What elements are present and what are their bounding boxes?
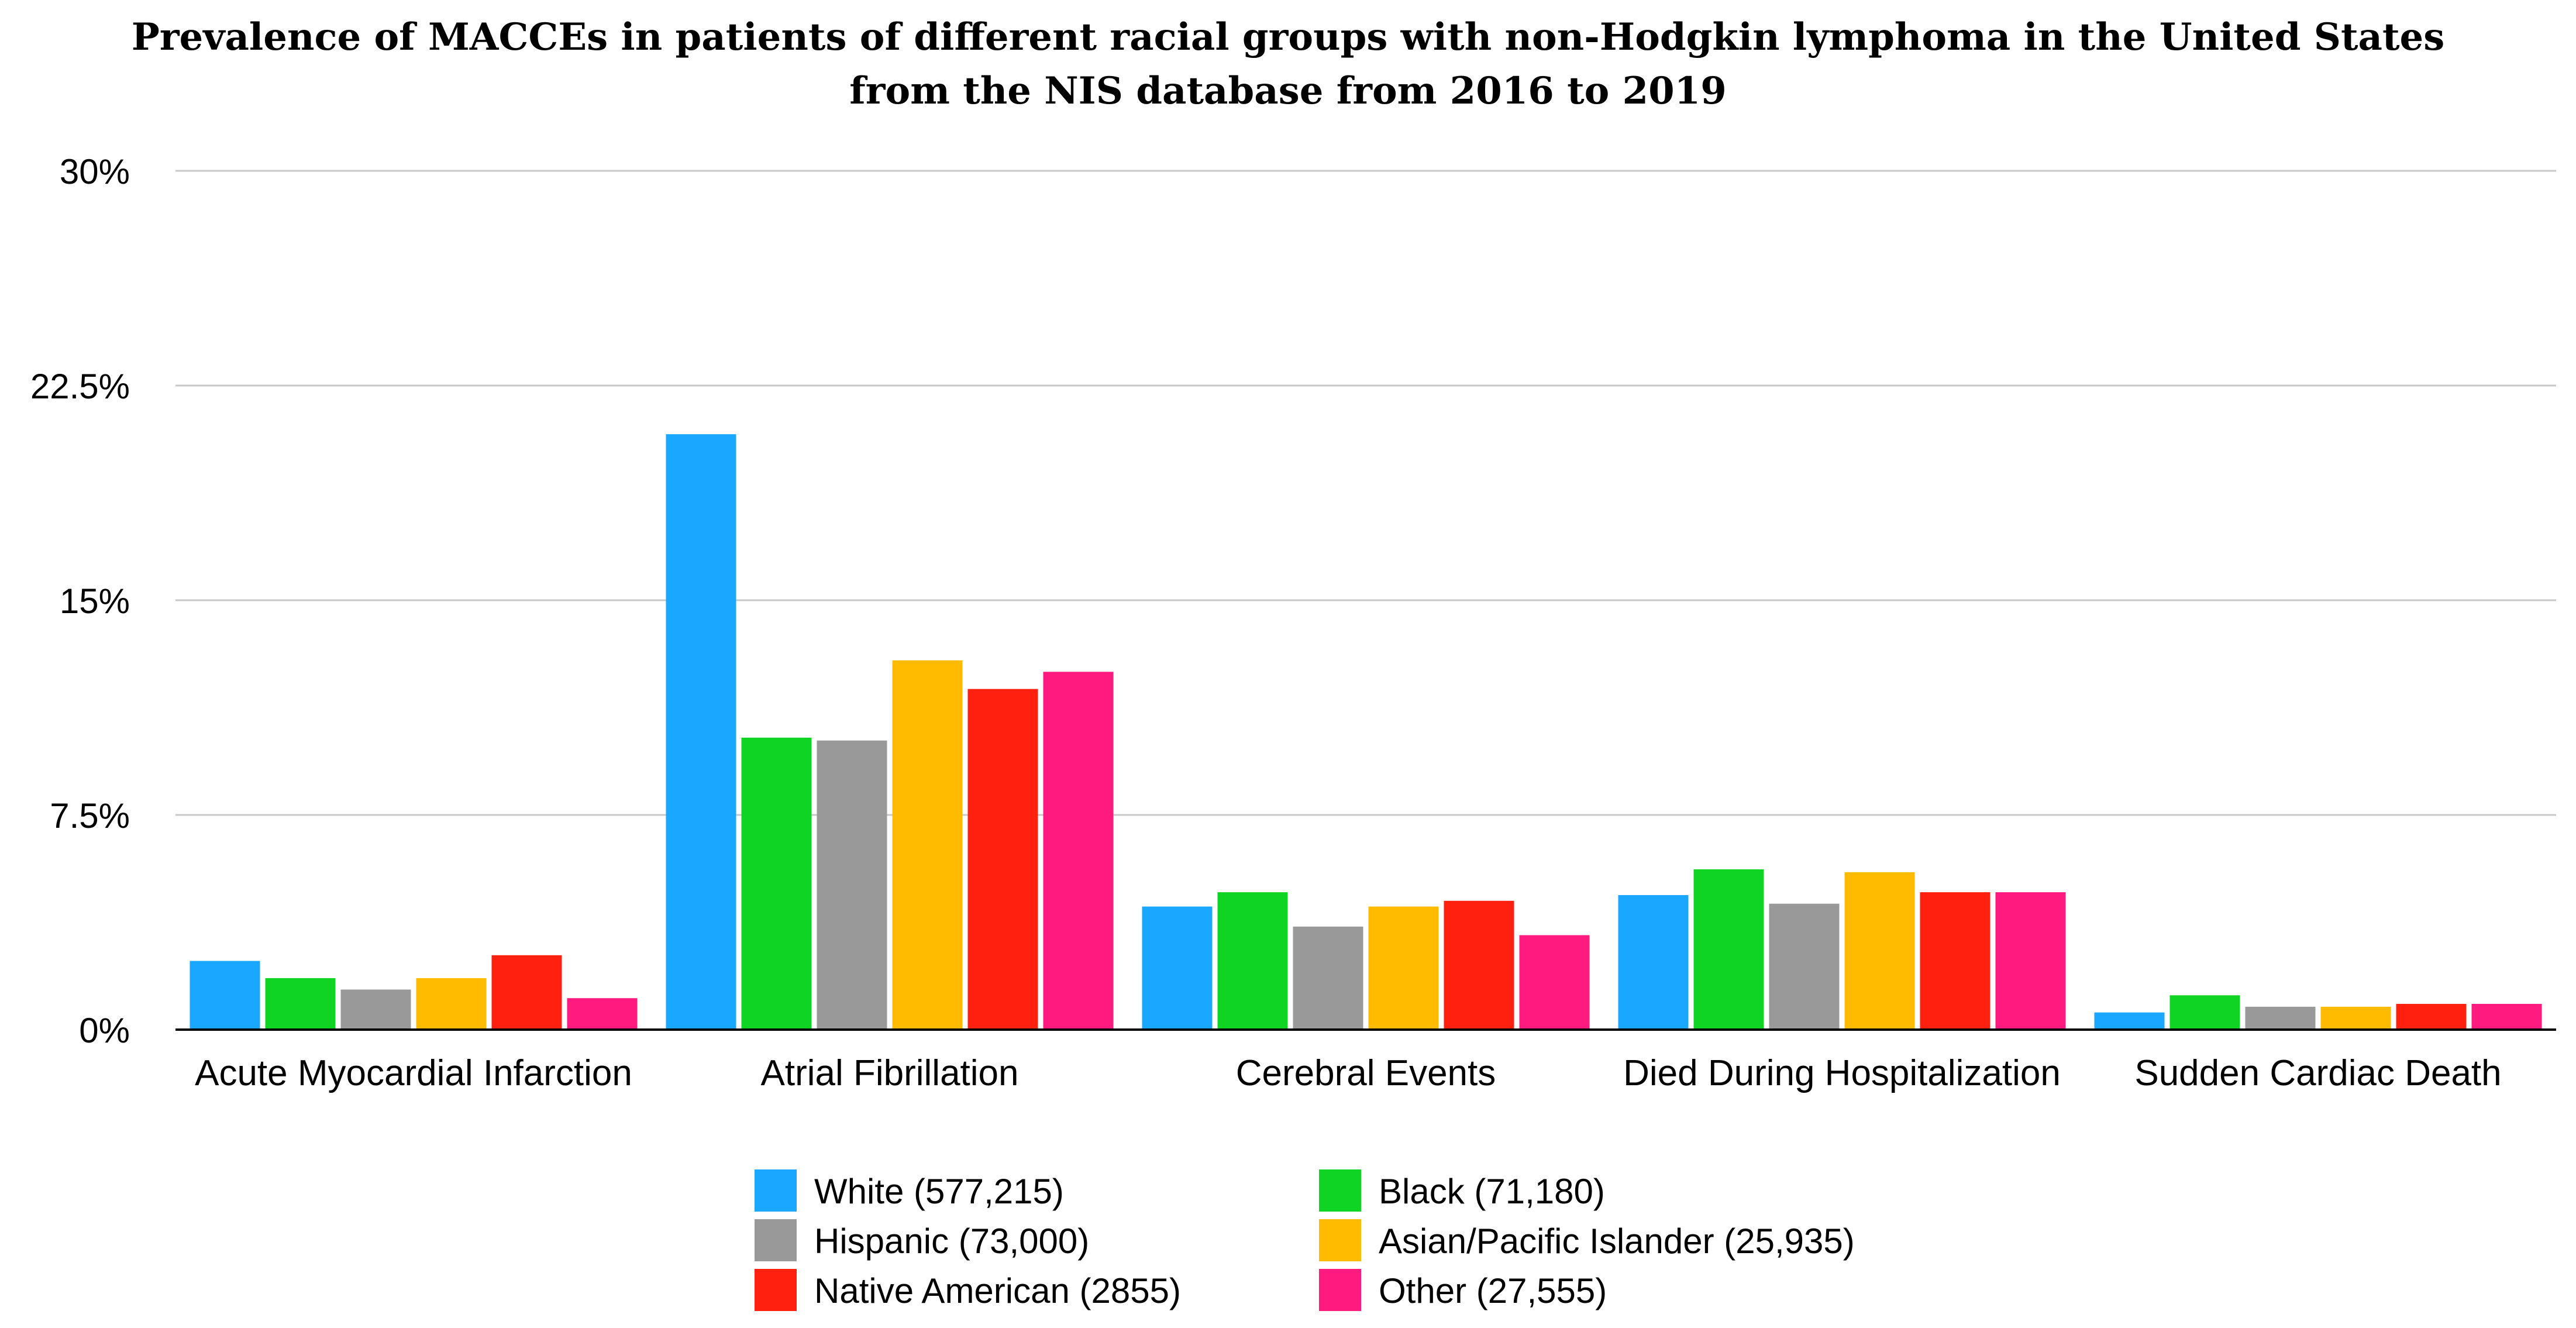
- bar-hispanic-73-000-cerebral-events: [1293, 926, 1363, 1030]
- bar-white-577-215-died-during-hospitalization: [1618, 895, 1689, 1030]
- bar-native-american-2855-cerebral-events: [1444, 900, 1514, 1030]
- y-tick-label: 30%: [60, 152, 130, 191]
- bar-white-577-215-cerebral-events: [1142, 906, 1213, 1030]
- legend: White (577,215) Black (71,180) Hispanic (7…: [755, 1169, 1855, 1311]
- bar-black-71-180-acute-myocardial-infarction: [265, 978, 336, 1030]
- legend-label: White (577,215): [814, 1172, 1064, 1211]
- bar-hispanic-73-000-sudden-cardiac-death: [2245, 1006, 2316, 1030]
- bar-native-american-2855-atrial-fibrillation: [967, 689, 1038, 1030]
- y-tick-label: 22.5%: [30, 367, 130, 406]
- y-tick-label: 15%: [60, 582, 130, 621]
- bar-asian-pacific-islander-25-935-acute-myocardial-infarction: [416, 978, 487, 1030]
- bars: [190, 434, 2542, 1030]
- bar-black-71-180-sudden-cardiac-death: [2169, 995, 2240, 1030]
- bar-native-american-2855-sudden-cardiac-death: [2396, 1003, 2467, 1030]
- legend-swatch: [755, 1219, 797, 1261]
- bar-native-american-2855-died-during-hospitalization: [1920, 892, 1990, 1030]
- bar-hispanic-73-000-atrial-fibrillation: [817, 740, 887, 1030]
- bar-white-577-215-atrial-fibrillation: [666, 434, 736, 1030]
- legend-item-white-577-215: White (577,215): [755, 1169, 1064, 1212]
- legend-swatch: [1319, 1219, 1361, 1261]
- bar-white-577-215-acute-myocardial-infarction: [190, 961, 260, 1030]
- bar-other-27-555-died-during-hospitalization: [1995, 892, 2066, 1030]
- x-tick-label: Died During Hospitalization: [1623, 1053, 2061, 1093]
- bar-black-71-180-died-during-hospitalization: [1693, 869, 1764, 1030]
- chart-title-line-1: Prevalence of MACCEs in patients of diff…: [131, 15, 2445, 59]
- legend-item-native-american-2855: Native American (2855): [755, 1269, 1181, 1311]
- x-tick-label: Sudden Cardiac Death: [2134, 1053, 2501, 1093]
- bar-other-27-555-sudden-cardiac-death: [2471, 1003, 2542, 1030]
- legend-swatch: [755, 1169, 797, 1212]
- legend-label: Hispanic (73,000): [814, 1222, 1089, 1261]
- y-tick-label: 7.5%: [50, 796, 130, 835]
- legend-label: Native American (2855): [814, 1271, 1181, 1310]
- legend-swatch: [1319, 1269, 1361, 1311]
- x-tick-label: Acute Myocardial Infarction: [195, 1053, 632, 1093]
- bar-black-71-180-atrial-fibrillation: [741, 737, 812, 1030]
- bar-other-27-555-cerebral-events: [1519, 935, 1590, 1030]
- bar-other-27-555-acute-myocardial-infarction: [567, 998, 638, 1030]
- legend-item-hispanic-73-000: Hispanic (73,000): [755, 1219, 1089, 1261]
- gridlines: [175, 170, 2556, 1031]
- legend-swatch: [755, 1269, 797, 1311]
- bar-asian-pacific-islander-25-935-atrial-fibrillation: [892, 660, 963, 1030]
- bar-asian-pacific-islander-25-935-died-during-hospitalization: [1844, 872, 1915, 1030]
- legend-label: Asian/Pacific Islander (25,935): [1379, 1222, 1855, 1261]
- axes: 0% 7.5% 15% 22.5% 30% Acute Myocardial Infarc…: [30, 152, 2556, 1093]
- bar-asian-pacific-islander-25-935-cerebral-events: [1368, 906, 1439, 1030]
- legend-swatch: [1319, 1169, 1361, 1212]
- x-tick-label: Atrial Fibrillation: [760, 1053, 1018, 1093]
- bar-white-577-215-sudden-cardiac-death: [2094, 1012, 2165, 1030]
- bar-hispanic-73-000-died-during-hospitalization: [1769, 903, 1840, 1030]
- bar-black-71-180-cerebral-events: [1217, 892, 1288, 1030]
- legend-item-black-71-180: Black (71,180): [1319, 1169, 1605, 1212]
- x-tick-label: Cerebral Events: [1236, 1053, 1496, 1093]
- legend-item-other-27-555: Other (27,555): [1319, 1269, 1607, 1311]
- legend-label: Other (27,555): [1379, 1271, 1607, 1310]
- legend-label: Black (71,180): [1379, 1172, 1605, 1211]
- bar-native-american-2855-acute-myocardial-infarction: [491, 955, 562, 1030]
- bar-hispanic-73-000-acute-myocardial-infarction: [340, 989, 411, 1030]
- legend-item-asian-pacific-islander-25-935: Asian/Pacific Islander (25,935): [1319, 1219, 1855, 1261]
- bar-asian-pacific-islander-25-935-sudden-cardiac-death: [2320, 1006, 2391, 1030]
- chart-title-line-2: from the NIS database from 2016 to 2019: [849, 69, 1727, 113]
- bar-other-27-555-atrial-fibrillation: [1043, 672, 1114, 1030]
- chart-title: Prevalence of MACCEs in patients of diff…: [0, 11, 2576, 118]
- y-tick-label: 0%: [79, 1011, 130, 1050]
